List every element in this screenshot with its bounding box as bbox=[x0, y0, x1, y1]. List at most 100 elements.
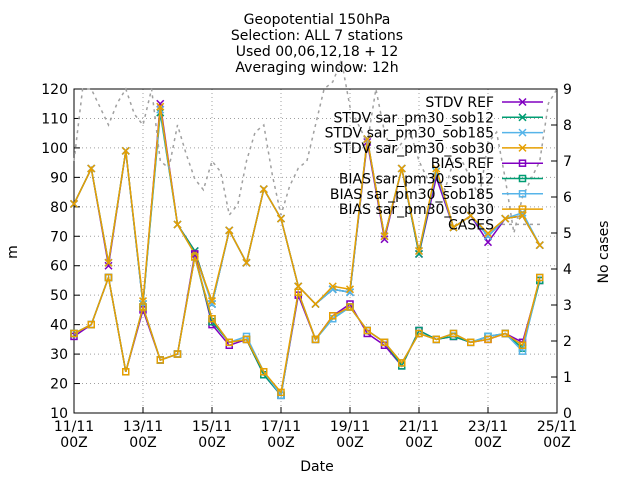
title-line: Averaging window: 12h bbox=[235, 60, 398, 76]
data-point bbox=[449, 329, 458, 338]
data-point bbox=[346, 303, 354, 311]
data-point bbox=[104, 258, 113, 267]
data-point bbox=[483, 238, 493, 247]
data-point bbox=[414, 246, 424, 256]
data-point bbox=[449, 223, 458, 232]
y-tick-label: 100 bbox=[41, 141, 68, 157]
data-point bbox=[432, 164, 441, 173]
legend-marker bbox=[518, 97, 527, 107]
legend-label: STDV sar_pm30_sob30 bbox=[333, 141, 494, 157]
data-point bbox=[104, 261, 113, 270]
legend-label: BIAS sar_pm30_sob30 bbox=[339, 202, 494, 218]
data-point bbox=[294, 288, 302, 296]
y2-tick-label: 2 bbox=[563, 334, 572, 350]
series-6 bbox=[70, 253, 544, 400]
y-tick-label: 20 bbox=[50, 377, 68, 393]
y-tick-label: 50 bbox=[50, 288, 68, 304]
x-tick-label-date: 13/11 bbox=[123, 419, 163, 435]
data-point bbox=[380, 232, 389, 241]
series-line bbox=[73, 57, 558, 234]
data-point bbox=[414, 249, 424, 258]
data-point bbox=[225, 338, 233, 347]
data-point bbox=[156, 356, 164, 364]
x-tick-label-hour: 00Z bbox=[336, 435, 363, 451]
data-point bbox=[122, 368, 130, 376]
legend-marker bbox=[518, 113, 527, 122]
x-tick-label-hour: 00Z bbox=[405, 435, 432, 451]
data-point bbox=[398, 359, 406, 367]
data-point bbox=[380, 338, 389, 347]
data-point bbox=[484, 335, 492, 344]
data-point bbox=[87, 164, 96, 173]
x-tick-label-hour: 00Z bbox=[198, 435, 225, 451]
data-point bbox=[104, 273, 113, 282]
legend-marker bbox=[518, 190, 527, 198]
y2-tick-label: 7 bbox=[563, 154, 572, 170]
data-point bbox=[432, 335, 440, 344]
x-tick-label-hour: 00Z bbox=[129, 435, 156, 451]
series-line bbox=[73, 106, 541, 306]
y-tick-label: 30 bbox=[50, 347, 68, 363]
axes: 10 20 30 40 50 60 70 80 90 100 110 120 0 1 2 3 4 5 6 7 8 9 11/… bbox=[41, 82, 577, 451]
data-point bbox=[466, 211, 475, 220]
data-point bbox=[535, 241, 544, 250]
x-tick-label-date: 23/11 bbox=[468, 419, 508, 435]
data-point bbox=[259, 185, 268, 194]
plot-frame bbox=[73, 88, 558, 414]
legend-marker bbox=[518, 159, 527, 167]
legend-label: CASES bbox=[448, 217, 494, 233]
data-point bbox=[501, 214, 510, 223]
legend-marker bbox=[518, 143, 527, 152]
x-tick-label-hour: 00Z bbox=[474, 435, 501, 451]
series-8 bbox=[73, 57, 558, 234]
y2-axis-label: No cases bbox=[596, 221, 612, 284]
y-tick-label: 10 bbox=[50, 406, 68, 422]
data-point bbox=[397, 164, 406, 173]
x-tick-label-date: 15/11 bbox=[192, 419, 232, 435]
x-tick-label-date: 11/11 bbox=[54, 419, 94, 435]
data-point bbox=[87, 320, 95, 329]
data-point bbox=[225, 226, 234, 235]
data-point bbox=[173, 220, 182, 229]
series-line bbox=[73, 256, 541, 398]
x-axis-label: Date bbox=[300, 459, 333, 475]
x-tick-label-hour: 00Z bbox=[543, 435, 570, 451]
data-point bbox=[139, 303, 147, 311]
x-tick-label-hour: 00Z bbox=[267, 435, 294, 451]
y2-tick-label: 0 bbox=[563, 406, 572, 422]
data-point bbox=[415, 329, 423, 338]
data-point bbox=[467, 338, 475, 347]
title-line: Selection: ALL 7 stations bbox=[231, 28, 403, 44]
y2-tick-label: 3 bbox=[563, 298, 572, 314]
legend-label: STDV sar_pm30_sob185 bbox=[325, 126, 494, 142]
y2-tick-label: 6 bbox=[563, 190, 572, 206]
data-point bbox=[483, 229, 493, 238]
data-point bbox=[380, 235, 389, 244]
data-point bbox=[207, 299, 217, 309]
y-tick-label: 40 bbox=[50, 318, 68, 334]
title-line: Geopotential 150hPa bbox=[244, 12, 391, 28]
legend-label: STDV sar_pm30_sob12 bbox=[333, 110, 494, 126]
data-point bbox=[363, 326, 371, 335]
y2-tick-label: 5 bbox=[563, 226, 572, 242]
legend-marker bbox=[518, 128, 527, 137]
series-layer bbox=[69, 57, 558, 400]
y-tick-label: 110 bbox=[41, 111, 68, 127]
data-point bbox=[311, 335, 320, 344]
y2-tick-label: 4 bbox=[563, 262, 572, 278]
series-line bbox=[73, 256, 541, 398]
y2-tick-label: 9 bbox=[563, 82, 572, 98]
x-tick-label-date: 21/11 bbox=[399, 419, 439, 435]
data-point bbox=[501, 329, 509, 338]
legend-label: BIAS sar_pm30_sob185 bbox=[330, 187, 494, 203]
x-tick-label-date: 17/11 bbox=[261, 419, 301, 435]
legend-marker bbox=[518, 174, 527, 183]
data-point bbox=[518, 211, 527, 220]
series-line bbox=[73, 256, 541, 395]
data-point bbox=[518, 341, 527, 350]
y-tick-label: 70 bbox=[50, 229, 68, 245]
x-tick-label-date: 19/11 bbox=[330, 419, 370, 435]
data-point bbox=[345, 285, 355, 294]
y-tick-label: 120 bbox=[41, 82, 68, 98]
